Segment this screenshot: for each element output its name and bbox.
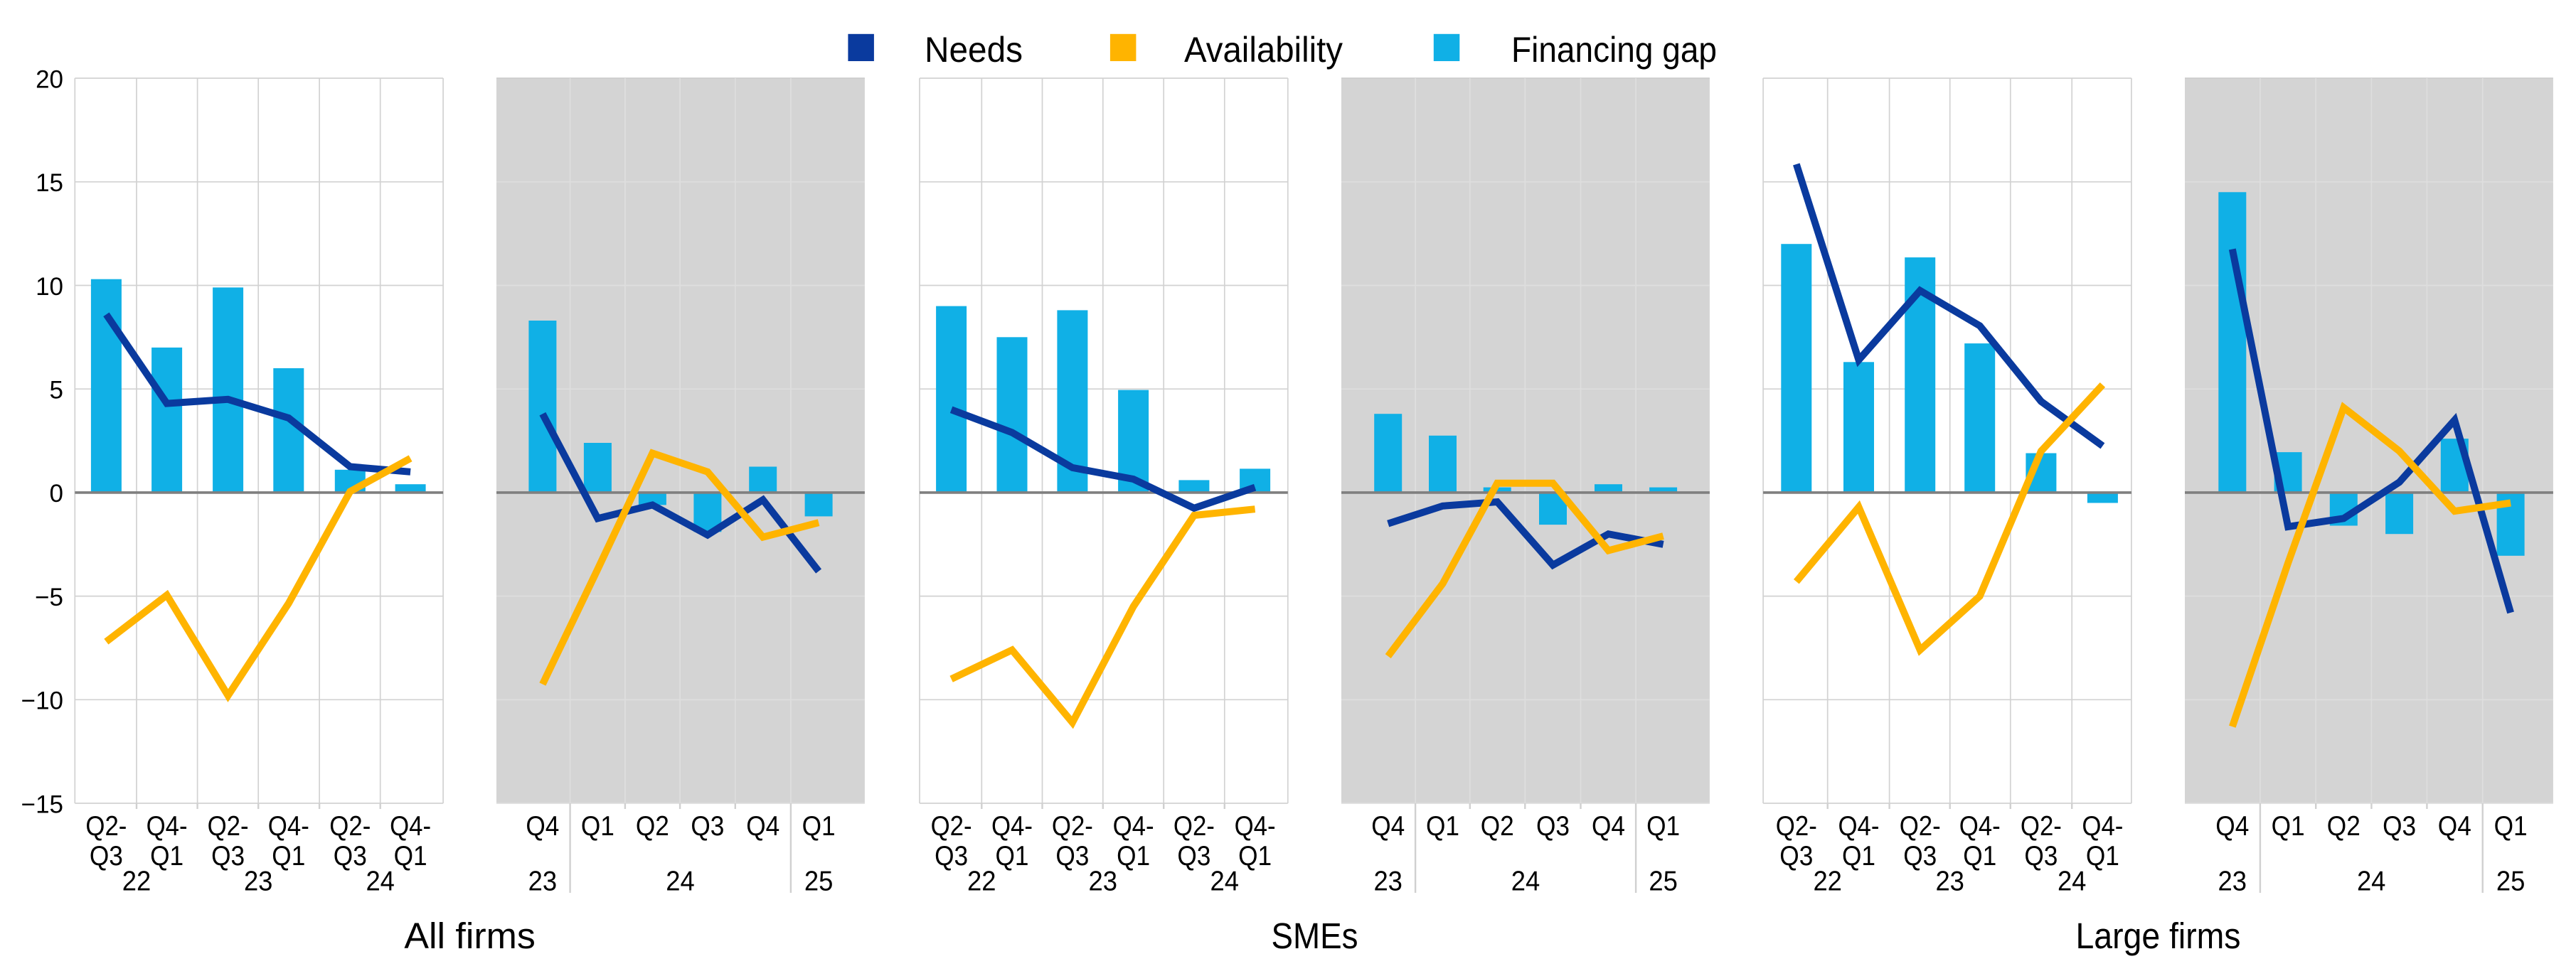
- svg-text:24: 24: [2058, 867, 2087, 897]
- svg-text:Q1: Q1: [150, 841, 183, 872]
- svg-text:Financing gap: Financing gap: [1511, 30, 1717, 70]
- svg-text:Q1: Q1: [1963, 841, 1996, 872]
- svg-text:Q3: Q3: [2024, 841, 2058, 872]
- svg-text:Q4-: Q4-: [1113, 811, 1154, 842]
- svg-text:Q4: Q4: [2215, 811, 2249, 842]
- svg-text:Q2: Q2: [636, 811, 669, 842]
- svg-text:Q3: Q3: [1536, 811, 1570, 842]
- svg-text:Q4-: Q4-: [1235, 811, 1276, 842]
- svg-text:Q2-: Q2-: [208, 811, 249, 842]
- svg-text:SMEs: SMEs: [1272, 916, 1358, 956]
- svg-text:25: 25: [1649, 867, 1678, 897]
- svg-text:25: 25: [804, 867, 834, 897]
- svg-text:23: 23: [1935, 867, 1964, 897]
- svg-text:Q3: Q3: [691, 811, 724, 842]
- svg-text:Q1: Q1: [996, 841, 1029, 872]
- svg-text:Q2-: Q2-: [1173, 811, 1215, 842]
- svg-text:5: 5: [50, 377, 63, 404]
- svg-text:Q2-: Q2-: [329, 811, 371, 842]
- svg-text:Q1: Q1: [1117, 841, 1150, 872]
- svg-text:Q1: Q1: [2272, 811, 2305, 842]
- svg-text:23: 23: [244, 867, 273, 897]
- svg-text:Q2: Q2: [1481, 811, 1514, 842]
- svg-text:Q4: Q4: [2438, 811, 2471, 842]
- svg-text:Q1: Q1: [1646, 811, 1680, 842]
- svg-text:Q3: Q3: [90, 841, 123, 872]
- svg-text:23: 23: [1373, 867, 1403, 897]
- svg-text:Q1: Q1: [581, 811, 614, 842]
- svg-text:Q1: Q1: [394, 841, 427, 872]
- svg-text:Q3: Q3: [2383, 811, 2416, 842]
- svg-text:Q1: Q1: [2086, 841, 2119, 872]
- svg-text:Q2-: Q2-: [1776, 811, 1817, 842]
- svg-text:Q4: Q4: [1371, 811, 1405, 842]
- svg-text:All firms: All firms: [404, 916, 536, 956]
- svg-text:−15: −15: [21, 790, 63, 818]
- svg-text:Q4: Q4: [1592, 811, 1625, 842]
- svg-text:−10: −10: [21, 687, 63, 715]
- svg-text:Q4-: Q4-: [268, 811, 309, 842]
- svg-text:23: 23: [2218, 867, 2247, 897]
- svg-text:Q4: Q4: [746, 811, 779, 842]
- svg-text:Q4-: Q4-: [1959, 811, 2001, 842]
- svg-text:Q2-: Q2-: [1052, 811, 1093, 842]
- svg-text:24: 24: [2357, 867, 2386, 897]
- svg-text:24: 24: [1511, 867, 1540, 897]
- svg-text:Q4-: Q4-: [390, 811, 431, 842]
- svg-text:Q4-: Q4-: [1838, 811, 1880, 842]
- svg-text:−5: −5: [35, 584, 63, 611]
- svg-text:24: 24: [366, 867, 395, 897]
- svg-text:Q4: Q4: [526, 811, 559, 842]
- svg-text:23: 23: [1089, 867, 1118, 897]
- svg-text:20: 20: [36, 65, 63, 93]
- svg-text:Q1: Q1: [2494, 811, 2528, 842]
- svg-text:23: 23: [528, 867, 558, 897]
- svg-text:22: 22: [967, 867, 996, 897]
- svg-text:Availability: Availability: [1184, 30, 1343, 70]
- svg-text:Q1: Q1: [272, 841, 305, 872]
- svg-text:22: 22: [1813, 867, 1842, 897]
- svg-text:25: 25: [2496, 867, 2526, 897]
- svg-text:24: 24: [1210, 867, 1240, 897]
- svg-text:Q3: Q3: [1903, 841, 1937, 872]
- svg-text:Q2: Q2: [2327, 811, 2361, 842]
- svg-text:Q3: Q3: [935, 841, 968, 872]
- svg-text:Needs: Needs: [925, 30, 1023, 70]
- svg-text:Q4-: Q4-: [147, 811, 188, 842]
- svg-text:Q1: Q1: [1426, 811, 1459, 842]
- svg-text:Q3: Q3: [1055, 841, 1089, 872]
- svg-text:22: 22: [122, 867, 151, 897]
- svg-text:Q3: Q3: [334, 841, 367, 872]
- svg-text:Q4-: Q4-: [2082, 811, 2123, 842]
- svg-text:Q2-: Q2-: [85, 811, 127, 842]
- svg-text:Large firms: Large firms: [2076, 916, 2241, 956]
- svg-text:0: 0: [50, 480, 63, 508]
- svg-text:Q2-: Q2-: [1900, 811, 1941, 842]
- svg-text:Q3: Q3: [211, 841, 245, 872]
- svg-text:Q2-: Q2-: [2021, 811, 2062, 842]
- svg-text:Q3: Q3: [1779, 841, 1813, 872]
- svg-text:10: 10: [36, 273, 63, 301]
- svg-text:Q1: Q1: [1842, 841, 1875, 872]
- svg-text:Q1: Q1: [802, 811, 836, 842]
- svg-text:Q3: Q3: [1177, 841, 1210, 872]
- svg-text:Q1: Q1: [1238, 841, 1272, 872]
- svg-text:Q4-: Q4-: [991, 811, 1033, 842]
- svg-text:Q2-: Q2-: [931, 811, 972, 842]
- svg-text:15: 15: [36, 169, 63, 197]
- svg-text:24: 24: [666, 867, 695, 897]
